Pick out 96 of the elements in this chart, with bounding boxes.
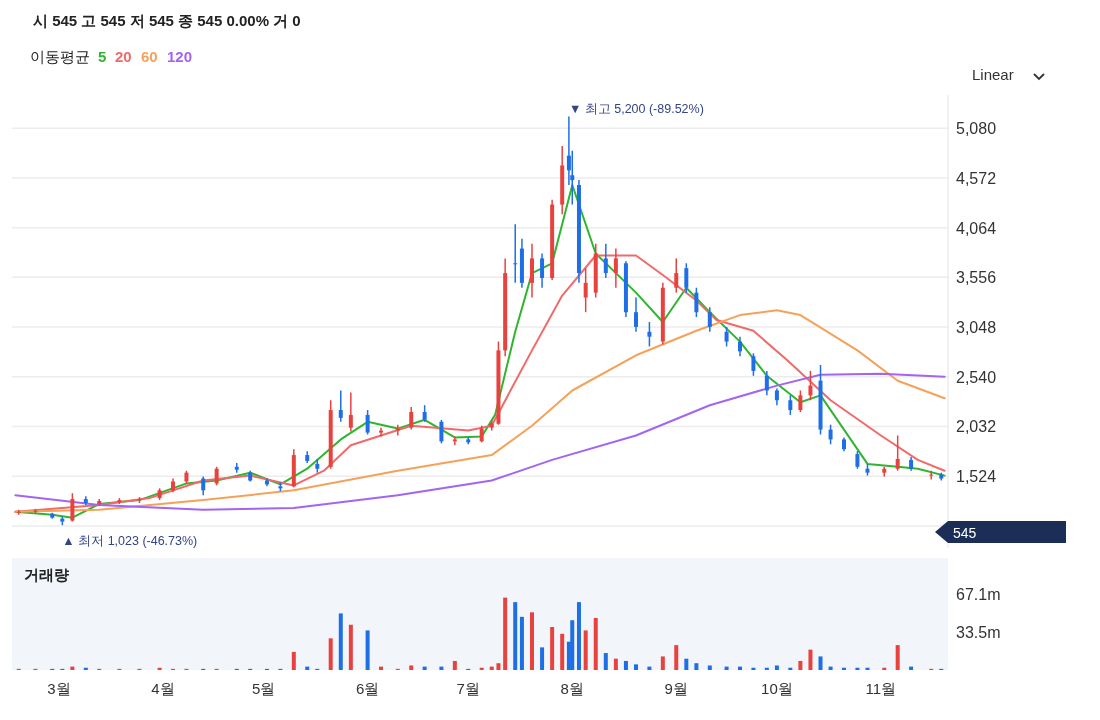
bar <box>338 613 343 670</box>
candlestick <box>439 419 444 445</box>
bar <box>570 620 575 670</box>
text: 시 545 고 545 저 545 종 545 0.00% 거 0 <box>33 12 301 29</box>
bar <box>560 633 565 670</box>
bar <box>593 617 598 670</box>
bar <box>530 612 534 670</box>
bar <box>365 630 370 670</box>
candlestick <box>764 370 769 397</box>
bar <box>519 616 524 670</box>
bar <box>603 653 608 670</box>
bar <box>583 630 588 670</box>
bar <box>674 645 679 670</box>
text: 60 <box>141 48 158 65</box>
candlestick <box>707 306 712 333</box>
bar <box>808 649 813 670</box>
candlestick <box>694 287 699 318</box>
x-tick-label: 8월 <box>560 680 584 697</box>
x-tick-label: 4월 <box>151 680 175 697</box>
candlestick <box>788 394 793 416</box>
bar <box>513 602 518 670</box>
bar <box>798 660 803 670</box>
y-tick-label: 2,540 <box>956 368 997 386</box>
candlestick <box>201 475 206 496</box>
y-tick-label: 1,524 <box>956 468 997 486</box>
candlestick <box>828 423 833 446</box>
candlestick <box>338 389 343 423</box>
candlestick <box>513 223 518 284</box>
bar <box>613 658 618 670</box>
y-tick-label: 4,572 <box>956 169 997 187</box>
candlestick <box>738 335 742 357</box>
x-tick-label: 5월 <box>251 680 276 697</box>
bar <box>895 645 900 670</box>
y-tick-label: 2,032 <box>956 418 997 436</box>
candlestick <box>214 466 219 487</box>
bar <box>634 664 638 670</box>
bar <box>409 665 414 670</box>
candlestick <box>70 492 75 523</box>
candlestick <box>808 370 813 402</box>
candlestick <box>395 423 400 437</box>
y-tick-label: 4,064 <box>956 219 997 237</box>
candlestick <box>613 247 618 289</box>
candlestick <box>348 391 353 433</box>
annotation: ▲ 최저 1,023 (-46.73%) <box>62 534 198 549</box>
candlestick <box>751 352 756 377</box>
x-tick-label: 6월 <box>355 680 380 697</box>
candlestick <box>540 252 545 289</box>
bar <box>774 665 779 670</box>
bar <box>348 624 353 670</box>
x-tick-label: 7월 <box>456 680 480 697</box>
y-tick-label: 3,556 <box>956 269 997 287</box>
bar <box>694 663 699 670</box>
y-tick-label: 33.5m <box>956 624 1001 642</box>
bar <box>540 647 545 670</box>
candlestick <box>234 462 239 474</box>
text: 거래량 <box>24 566 69 583</box>
bar <box>684 658 689 670</box>
candlestick <box>674 257 679 294</box>
text: 545 <box>953 525 977 541</box>
candlestick <box>452 435 457 447</box>
bar <box>496 663 501 670</box>
bar <box>707 665 712 670</box>
bar <box>550 627 555 670</box>
annotation: ▼ 최고 5,200 (-89.52%) <box>568 101 704 116</box>
candlestick <box>724 326 729 348</box>
candlestick <box>647 321 652 348</box>
bar <box>818 656 823 670</box>
x-tick-label: 3월 <box>47 680 71 697</box>
bar <box>328 638 333 670</box>
text: 20 <box>115 48 132 65</box>
text: 120 <box>167 48 193 65</box>
bar <box>452 660 457 670</box>
bar <box>576 602 581 670</box>
candlestick <box>634 296 638 333</box>
candlestick <box>684 262 689 294</box>
candlestick <box>365 409 370 436</box>
candlestick <box>798 389 803 413</box>
candlestick <box>929 469 934 481</box>
bar <box>503 597 508 670</box>
bar <box>291 651 296 670</box>
candlestick <box>583 267 588 313</box>
y-tick-label: 67.1m <box>956 586 1001 604</box>
legend-title: 이동평균 <box>30 48 90 65</box>
candlestick <box>379 426 384 438</box>
x-tick-label: 9월 <box>664 680 688 697</box>
bar <box>623 660 628 670</box>
text: Linear <box>972 66 1014 83</box>
candlestick <box>603 242 608 279</box>
y-tick-label: 3,048 <box>956 319 997 337</box>
x-tick-label: 11월 <box>865 680 897 697</box>
text: 5 <box>98 48 107 65</box>
bar <box>660 656 665 670</box>
candlestick <box>895 434 900 472</box>
y-tick-label: 5,080 <box>956 120 997 138</box>
candlestick <box>409 406 414 431</box>
x-tick-label: 10월 <box>761 680 793 697</box>
